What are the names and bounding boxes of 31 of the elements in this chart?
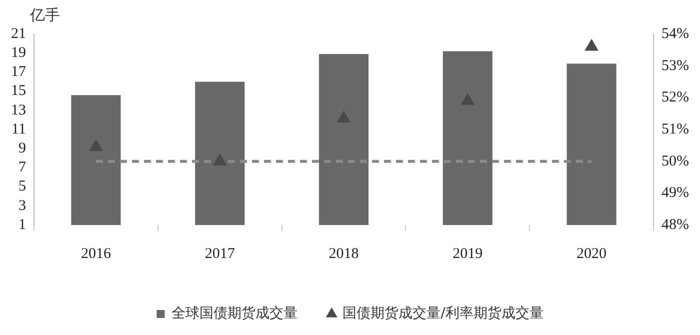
y2-tick-label: 52% (662, 90, 690, 106)
y-tick-label: 7 (18, 160, 26, 176)
y2-tick-label: 49% (662, 185, 690, 202)
y-tick-label: 17 (11, 64, 26, 80)
y-tick-label: 15 (11, 83, 26, 100)
y2-tick-label: 53% (662, 58, 690, 74)
x-tick-label: 2019 (452, 246, 483, 262)
y-tick-label: 5 (18, 178, 26, 195)
y-axis-title: 亿手 (30, 6, 60, 25)
y-tick-label: 13 (11, 102, 26, 118)
point (337, 110, 350, 122)
y-tick-label: 9 (18, 140, 26, 157)
y2-tick-label: 54% (662, 26, 690, 42)
legend-label: 全球国债期货成交量 (172, 306, 298, 322)
y-tick-label: 1 (18, 216, 26, 233)
legend-label: 国债期货成交量/利率期货成交量 (342, 306, 544, 322)
point (89, 140, 103, 152)
x-tick-label: 2020 (576, 246, 607, 262)
y2-tick-label: 48% (662, 216, 690, 233)
y-tick-label: 21 (11, 26, 26, 42)
y2-tick-label: 51% (662, 121, 690, 138)
y-tick-label: 11 (12, 121, 26, 138)
point (584, 39, 598, 51)
point (213, 154, 226, 166)
x-tick-label: 2016 (80, 246, 112, 262)
x-tick-label: 2017 (204, 246, 236, 262)
x-tick-label: 2018 (328, 246, 359, 262)
y-tick-label: 19 (11, 45, 26, 62)
y-tick-label: 3 (18, 198, 26, 214)
point (461, 93, 474, 105)
y2-tick-label: 50% (662, 153, 690, 170)
